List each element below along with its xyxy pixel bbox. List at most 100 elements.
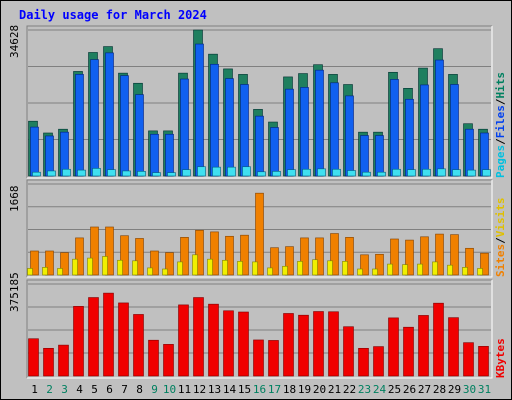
bar-pages [347,170,356,177]
bar-group-visits-day-6 [102,226,114,276]
bar-visits [285,246,294,276]
bar-sites [237,261,243,276]
bar-group-kbytes-day-19 [298,314,309,377]
bar-sites [402,264,408,276]
bar-group-visits-day-30 [462,247,474,276]
bar-group-kbytes-day-10 [163,344,174,377]
bar-visits [30,250,39,276]
bar-group-hits-day-5 [88,52,101,177]
bar-kbytes [283,313,294,377]
bar-sites [87,257,93,276]
x-label-day-20: 20 [313,383,326,396]
bar-pages [482,169,491,177]
bar-files [405,98,414,177]
bar-pages [332,168,341,177]
panel-hits: 34628 [8,25,493,179]
bar-group-visits-day-25 [387,238,399,276]
bar-group-visits-day-13 [207,231,219,276]
bar-visits [225,235,234,276]
bar-sites [282,265,288,276]
x-label-day-29: 29 [448,383,461,396]
bar-pages [212,166,221,177]
x-label-day-25: 25 [388,383,401,396]
bar-group-kbytes-day-5 [88,297,99,377]
bar-sites [462,267,468,276]
bar-pages [167,172,176,177]
bar-files [450,84,459,177]
bar-kbytes [388,317,399,377]
bar-pages [62,168,71,177]
x-label-day-12: 12 [193,383,206,396]
bar-group-hits-day-6 [103,46,116,177]
bar-pages [407,169,416,177]
bar-sites [372,268,378,276]
bar-kbytes [58,344,69,377]
bar-sites [327,260,333,276]
x-label-day-17: 17 [268,383,281,396]
bar-kbytes [253,339,264,377]
bar-pages [227,166,236,177]
bar-files [165,133,174,177]
bar-sites [102,256,108,276]
bar-visits [375,253,384,276]
bar-group-hits-day-7 [118,72,131,177]
bar-kbytes [133,314,144,377]
bar-kbytes [43,347,54,377]
bar-group-hits-day-24 [373,131,386,177]
legend-visits-part-0: Sites [494,244,507,277]
legend-kbytes-part-0: KBytes [494,338,507,378]
bar-group-hits-day-12 [193,29,206,177]
bar-visits [240,234,249,276]
bar-visits [165,252,174,276]
bar-visits [450,234,459,276]
bar-visits [90,226,99,276]
panel-visits-border-dark [26,179,492,277]
bar-group-hits-day-8 [133,82,146,177]
panel-visits-border-light [27,180,493,278]
bar-group-hits-day-17 [268,121,281,177]
bar-pages [362,171,371,177]
bar-sites [222,259,228,276]
bar-group-kbytes-day-20 [313,311,324,377]
bar-sites [72,258,78,276]
bar-visits [255,192,264,276]
bar-visits [210,231,219,276]
bar-pages [242,166,251,177]
x-axis-day-labels: 1 2 3 4 5 6 7 8 9 10 11 12 13 14 15 16 17 18 19 20 21 22 23 24 2… [31,383,491,396]
bar-files [45,135,54,177]
chart-panels: 34628Pages/Files/Hits1668Sites/Visits375… [8,25,507,379]
bar-visits [480,252,489,276]
bar-visits [105,226,114,276]
bar-visits [150,250,159,276]
bar-group-kbytes-day-30 [463,342,474,377]
bar-visits [120,235,129,276]
bar-files [225,78,234,177]
bar-kbytes [448,317,459,377]
bar-group-visits-day-21 [327,233,339,276]
x-label-day-24: 24 [373,383,387,396]
bar-group-kbytes-day-16 [253,339,264,377]
x-label-day-28: 28 [433,383,446,396]
bar-group-kbytes-day-14 [223,310,234,377]
x-label-day-10: 10 [163,383,176,396]
bar-group-hits-day-21 [328,74,341,177]
x-label-day-26: 26 [403,383,416,396]
bar-sites [387,263,393,276]
bar-group-kbytes-day-6 [103,292,114,377]
bar-files [435,59,444,177]
bar-kbytes [148,339,159,377]
x-label-day-15: 15 [238,383,251,396]
bar-files [150,133,159,177]
bar-pages [77,169,86,177]
bar-group-visits-day-20 [312,237,324,276]
bar-visits [75,237,84,276]
bar-pages [92,168,101,177]
bar-files [240,84,249,177]
bar-sites [432,261,438,276]
bar-group-kbytes-day-13 [208,303,219,377]
bar-kbytes [373,346,384,377]
x-label-day-31: 31 [478,383,491,396]
bar-group-hits-day-15 [238,74,251,177]
bar-group-visits-day-14 [222,235,234,276]
